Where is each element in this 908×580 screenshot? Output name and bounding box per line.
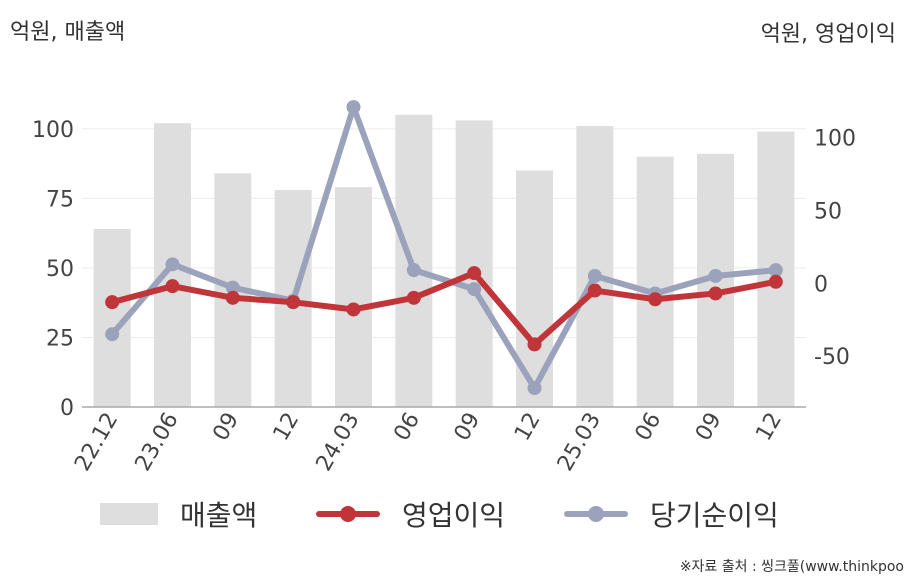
x-tick-label: 06 bbox=[631, 409, 667, 446]
right-y-tick-label: 100 bbox=[814, 127, 856, 152]
operating-profit-point bbox=[165, 279, 180, 294]
operating-profit-point bbox=[406, 290, 421, 305]
net-income-point bbox=[346, 100, 361, 115]
left-y-tick-label: 0 bbox=[60, 396, 74, 421]
operating-profit-point bbox=[225, 290, 240, 305]
left-y-tick-label: 100 bbox=[32, 118, 74, 143]
left-axis-unit-label: 억원, 매출액 bbox=[10, 20, 126, 45]
x-tick-label: 12 bbox=[751, 409, 787, 446]
legend-swatch-line-gray bbox=[564, 503, 628, 525]
legend-swatch-bar bbox=[100, 503, 158, 525]
x-tick-label: 12 bbox=[510, 409, 546, 446]
revenue-bar bbox=[576, 125, 614, 408]
legend-item-net-income: 당기순이익 bbox=[564, 492, 779, 536]
operating-profit-point bbox=[708, 286, 723, 301]
legend-item-operating-profit: 영업이익 bbox=[316, 492, 505, 536]
net-income-point bbox=[467, 282, 482, 297]
operating-profit-point bbox=[648, 292, 663, 307]
left-y-tick-label: 75 bbox=[46, 187, 74, 212]
operating-profit-point bbox=[587, 283, 602, 298]
net-income-point bbox=[708, 268, 723, 283]
right-axis-unit-label: 억원, 영업이익 bbox=[760, 22, 896, 47]
operating-profit-point bbox=[286, 295, 301, 310]
legend-label-operating-profit: 영업이익 bbox=[402, 499, 506, 532]
x-tick-label: 09 bbox=[691, 409, 727, 446]
legend-label-net-income: 당기순이익 bbox=[650, 499, 779, 532]
net-income-point bbox=[165, 257, 180, 272]
revenue-bar bbox=[455, 120, 493, 407]
x-tick-label: 25.03 bbox=[553, 409, 606, 476]
net-income-point bbox=[527, 381, 542, 396]
revenue-bar bbox=[636, 156, 674, 407]
x-tick-label: 06 bbox=[389, 409, 425, 446]
net-income-line bbox=[109, 104, 779, 392]
left-y-tick-label: 25 bbox=[46, 326, 74, 351]
revenue-bar bbox=[395, 114, 433, 407]
x-tick-label: 24.03 bbox=[312, 409, 365, 476]
x-tick-label: 09 bbox=[208, 409, 244, 446]
x-tick-label: 09 bbox=[450, 409, 486, 446]
net-income-point bbox=[105, 327, 120, 342]
x-tick-label: 23.06 bbox=[131, 409, 184, 476]
operating-profit-line bbox=[109, 270, 779, 348]
operating-profit-point bbox=[346, 302, 361, 317]
x-tick-label: 12 bbox=[269, 409, 305, 446]
x-tick-label: 22.12 bbox=[70, 409, 123, 476]
legend-label-revenue: 매출액 bbox=[180, 499, 258, 532]
chart-legend: 매출액 영업이익 당기순이익 bbox=[0, 492, 908, 536]
operating-profit-point bbox=[467, 266, 482, 281]
right-y-tick-label: 0 bbox=[814, 272, 828, 297]
operating-profit-point bbox=[527, 337, 542, 352]
left-y-tick-label: 50 bbox=[46, 257, 74, 282]
operating-profit-point bbox=[768, 274, 783, 289]
right-y-tick-label: 50 bbox=[814, 199, 842, 224]
net-income-point bbox=[768, 263, 783, 278]
revenue-bar bbox=[335, 187, 372, 407]
legend-swatch-line-red bbox=[316, 503, 380, 525]
right-y-tick-label: -50 bbox=[814, 345, 850, 370]
net-income-point bbox=[406, 263, 421, 278]
net-income-point bbox=[225, 280, 240, 295]
source-note: ※자료 출처 : 씽크풀(www.thinkpoo bbox=[679, 559, 904, 575]
legend-item-revenue: 매출액 bbox=[100, 492, 257, 536]
operating-profit-point bbox=[105, 295, 120, 310]
net-income-point bbox=[587, 268, 602, 283]
